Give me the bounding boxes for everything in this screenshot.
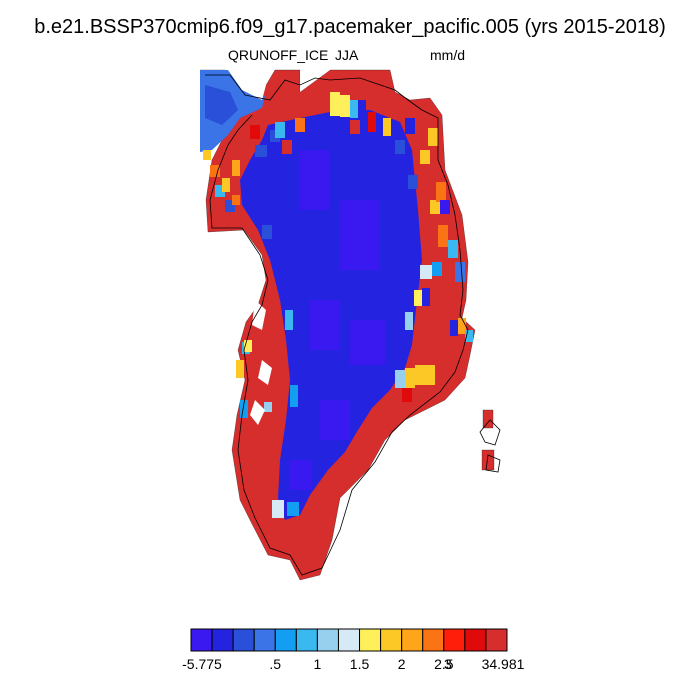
colorbar-box [359, 628, 382, 652]
colorbar-box [443, 628, 466, 652]
island-outline [479, 419, 501, 473]
colorbar-box [253, 628, 276, 652]
colorbar-tick-label: .5 [269, 656, 282, 672]
colorbar-tick-label: 1.5 [349, 656, 370, 672]
colorbar-box [211, 628, 234, 652]
colorbar-box [422, 628, 445, 652]
no-data-gaps [228, 70, 330, 425]
interior-cell-variation [290, 150, 385, 490]
plot-title: b.e21.BSSP370cmip6.f09_g17.pacemaker_pac… [34, 16, 666, 38]
colorbar-box [295, 628, 318, 652]
units-label: mm/d [430, 47, 465, 63]
colorbar-tick-label: 2 [397, 656, 406, 672]
colorbar-box [380, 628, 403, 652]
east-islands [481, 409, 495, 471]
colorbar [190, 628, 508, 652]
north-coast-cells [250, 92, 415, 154]
season-label: JJA [335, 47, 359, 63]
colorbar-tick-label: 34.981 [481, 656, 525, 672]
colorbar-box [401, 628, 424, 652]
transition-cells [203, 128, 473, 518]
colorbar-tick-label: -5.775 [182, 656, 222, 672]
colorbar-box [190, 628, 213, 652]
colorbar-box [232, 628, 255, 652]
colorbar-box [485, 628, 508, 652]
colorbar-tick-label: 1 [313, 656, 322, 672]
coastline [205, 74, 469, 576]
colorbar-box [274, 628, 297, 652]
colorbar-box [337, 628, 361, 652]
colorbar-box [316, 628, 339, 652]
colorbar-tick-label: 2.5 [434, 656, 454, 672]
colorbar-box [464, 628, 487, 652]
variable-name: QRUNOFF_ICE [228, 47, 329, 63]
colorbar-tick-label: 3 [444, 656, 452, 672]
northwest-cell-region-2 [205, 85, 238, 125]
